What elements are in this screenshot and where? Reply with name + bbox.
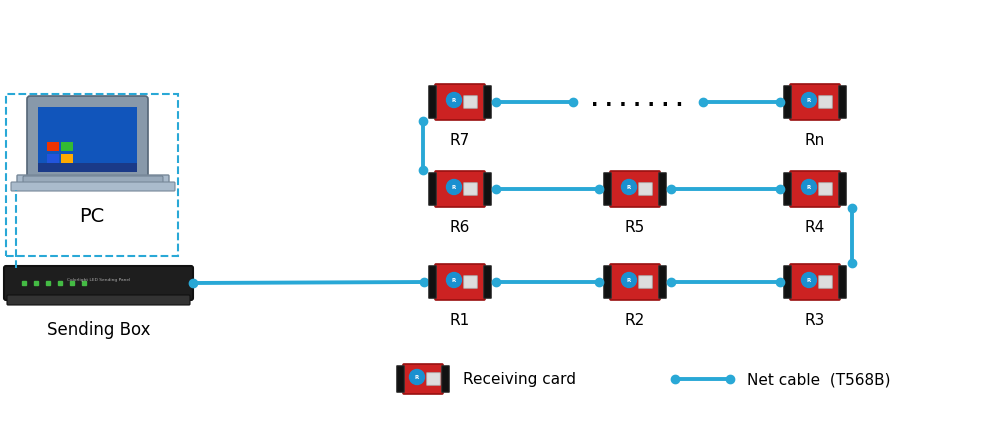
Bar (6, 95, 178, 256)
FancyBboxPatch shape (429, 86, 436, 119)
FancyBboxPatch shape (839, 173, 846, 206)
FancyBboxPatch shape (397, 366, 404, 392)
Circle shape (446, 273, 462, 288)
FancyBboxPatch shape (435, 171, 485, 207)
FancyBboxPatch shape (839, 86, 846, 119)
FancyBboxPatch shape (639, 183, 652, 196)
FancyBboxPatch shape (839, 266, 846, 299)
Circle shape (622, 273, 637, 288)
FancyBboxPatch shape (11, 183, 175, 191)
Text: R5: R5 (625, 220, 645, 234)
Circle shape (802, 273, 816, 288)
Text: R7: R7 (450, 133, 470, 148)
Bar (61, 155, 73, 164)
Text: R: R (415, 375, 419, 380)
Text: R: R (627, 278, 631, 283)
FancyBboxPatch shape (659, 173, 666, 206)
FancyBboxPatch shape (429, 266, 436, 299)
FancyBboxPatch shape (17, 176, 169, 187)
Text: R1: R1 (450, 312, 470, 327)
FancyBboxPatch shape (484, 173, 491, 206)
Text: . . . . . . .: . . . . . . . (591, 91, 684, 110)
Text: R: R (807, 98, 811, 103)
FancyBboxPatch shape (442, 366, 449, 392)
FancyBboxPatch shape (604, 173, 611, 206)
FancyBboxPatch shape (427, 373, 440, 385)
FancyBboxPatch shape (610, 171, 660, 207)
FancyBboxPatch shape (790, 85, 840, 121)
Text: R4: R4 (805, 220, 825, 234)
FancyBboxPatch shape (435, 264, 485, 300)
FancyBboxPatch shape (484, 86, 491, 119)
Bar (38, 164, 137, 173)
FancyBboxPatch shape (610, 264, 660, 300)
FancyBboxPatch shape (38, 108, 137, 173)
FancyBboxPatch shape (429, 173, 436, 206)
Text: R: R (452, 185, 456, 190)
FancyBboxPatch shape (464, 276, 477, 289)
Circle shape (802, 180, 816, 195)
FancyBboxPatch shape (435, 85, 485, 121)
FancyBboxPatch shape (27, 97, 148, 183)
Text: Net cable  (T568B): Net cable (T568B) (747, 372, 891, 387)
FancyBboxPatch shape (819, 183, 832, 196)
Text: Receiving card: Receiving card (463, 372, 576, 387)
FancyBboxPatch shape (4, 266, 193, 300)
Text: R2: R2 (625, 312, 645, 327)
Circle shape (446, 180, 462, 195)
FancyBboxPatch shape (819, 276, 832, 289)
FancyBboxPatch shape (790, 171, 840, 207)
FancyBboxPatch shape (784, 266, 791, 299)
Circle shape (802, 93, 816, 108)
Text: PC: PC (79, 207, 105, 226)
Text: Colorlight LED Sending Panel: Colorlight LED Sending Panel (67, 277, 130, 281)
Text: R: R (807, 278, 811, 283)
FancyBboxPatch shape (464, 183, 477, 196)
Circle shape (410, 370, 424, 385)
Circle shape (446, 93, 462, 108)
FancyBboxPatch shape (659, 266, 666, 299)
Text: R: R (627, 185, 631, 190)
FancyBboxPatch shape (604, 266, 611, 299)
Text: R3: R3 (805, 312, 825, 327)
FancyBboxPatch shape (464, 96, 477, 109)
FancyBboxPatch shape (790, 264, 840, 300)
FancyBboxPatch shape (784, 173, 791, 206)
Text: Rn: Rn (805, 133, 825, 148)
FancyBboxPatch shape (639, 276, 652, 289)
Bar (61, 143, 73, 151)
Text: R6: R6 (450, 220, 470, 234)
Text: R: R (452, 98, 456, 103)
Text: Sending Box: Sending Box (47, 320, 150, 338)
Bar (47, 155, 59, 164)
FancyBboxPatch shape (7, 295, 190, 305)
Circle shape (622, 180, 637, 195)
Text: R: R (807, 185, 811, 190)
Bar (47, 143, 59, 151)
Text: R: R (452, 278, 456, 283)
FancyBboxPatch shape (784, 86, 791, 119)
FancyBboxPatch shape (484, 266, 491, 299)
FancyBboxPatch shape (403, 364, 443, 394)
FancyBboxPatch shape (819, 96, 832, 109)
FancyBboxPatch shape (23, 177, 163, 186)
